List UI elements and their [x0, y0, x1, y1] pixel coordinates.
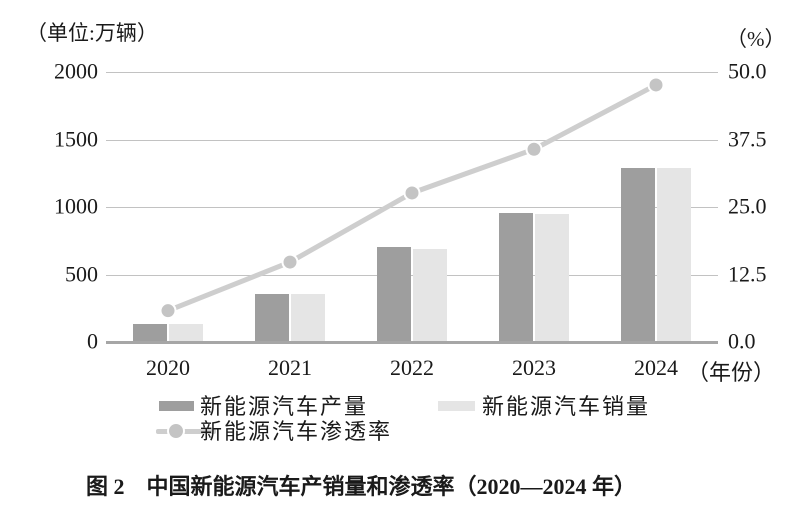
- left-axis-tick: 1500: [54, 125, 98, 151]
- bar-sales: [169, 323, 203, 342]
- penetration-line-layer: [159, 76, 665, 320]
- legend-swatch-production: [159, 401, 194, 411]
- right-axis-tick: 0.0: [728, 328, 756, 354]
- penetration-marker: [281, 253, 299, 271]
- bar-sales: [291, 294, 325, 342]
- right-axis-tick: 25.0: [728, 193, 767, 219]
- legend-swatch-sales: [438, 401, 475, 411]
- figure-caption: 图 2 中国新能源汽车产销量和渗透率（2020—2024 年）: [85, 474, 636, 499]
- left-axis-tick: 2000: [54, 58, 98, 84]
- bar-sales: [535, 213, 569, 342]
- right-axis-tick: 50.0: [728, 58, 767, 84]
- plot-area: [106, 72, 718, 342]
- penetration-marker: [159, 302, 177, 320]
- bar-sales: [413, 248, 447, 342]
- legend-label-penetration: 新能源汽车渗透率: [200, 419, 393, 444]
- x-axis-tick: 2023: [512, 355, 556, 380]
- x-axis-tick: 2022: [390, 355, 434, 380]
- left-axis-tick: 0: [87, 328, 98, 354]
- gridline: [106, 72, 718, 73]
- penetration-marker: [647, 76, 665, 94]
- x-axis-baseline: [106, 341, 718, 344]
- penetration-marker: [525, 140, 543, 158]
- x-axis-tick: 2024: [634, 355, 678, 380]
- left-axis-tick: 1000: [54, 193, 98, 219]
- legend-marker-icon: [167, 422, 185, 440]
- right-axis-unit-label: （%）: [726, 27, 786, 51]
- gridline: [106, 274, 718, 276]
- bar-sales: [657, 168, 691, 342]
- bar-production: [621, 167, 655, 342]
- bar-production: [377, 246, 411, 342]
- gridline: [106, 139, 718, 141]
- bar-production: [255, 294, 289, 342]
- penetration-marker: [403, 184, 421, 202]
- right-axis-tick: 12.5: [728, 260, 767, 286]
- bar-production: [499, 212, 533, 342]
- left-axis-unit-label: （单位:万辆）: [26, 21, 158, 45]
- left-axis-tick: 500: [65, 260, 98, 286]
- legend-line-swatch: [156, 429, 216, 434]
- legend-label-production: 新能源汽车产量: [200, 394, 369, 419]
- legend-label-sales: 新能源汽车销量: [482, 394, 651, 419]
- gridline: [106, 207, 718, 208]
- x-axis-suffix-label: （年份）: [687, 360, 776, 385]
- bar-production: [133, 323, 167, 342]
- right-axis-tick: 37.5: [728, 125, 767, 151]
- x-axis-tick: 2020: [146, 355, 190, 380]
- x-axis-tick: 2021: [268, 355, 312, 380]
